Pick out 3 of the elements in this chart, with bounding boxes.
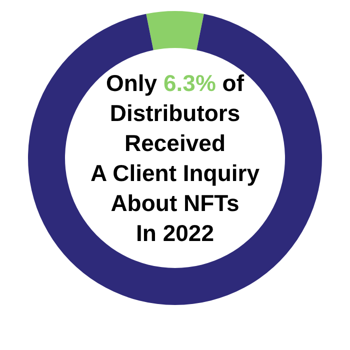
donut-slice [146,11,204,50]
donut-slice [28,14,322,305]
text: Only 6.3% of Distributors Received A Client Inquiry About NFTs In 2022 [90,70,260,246]
